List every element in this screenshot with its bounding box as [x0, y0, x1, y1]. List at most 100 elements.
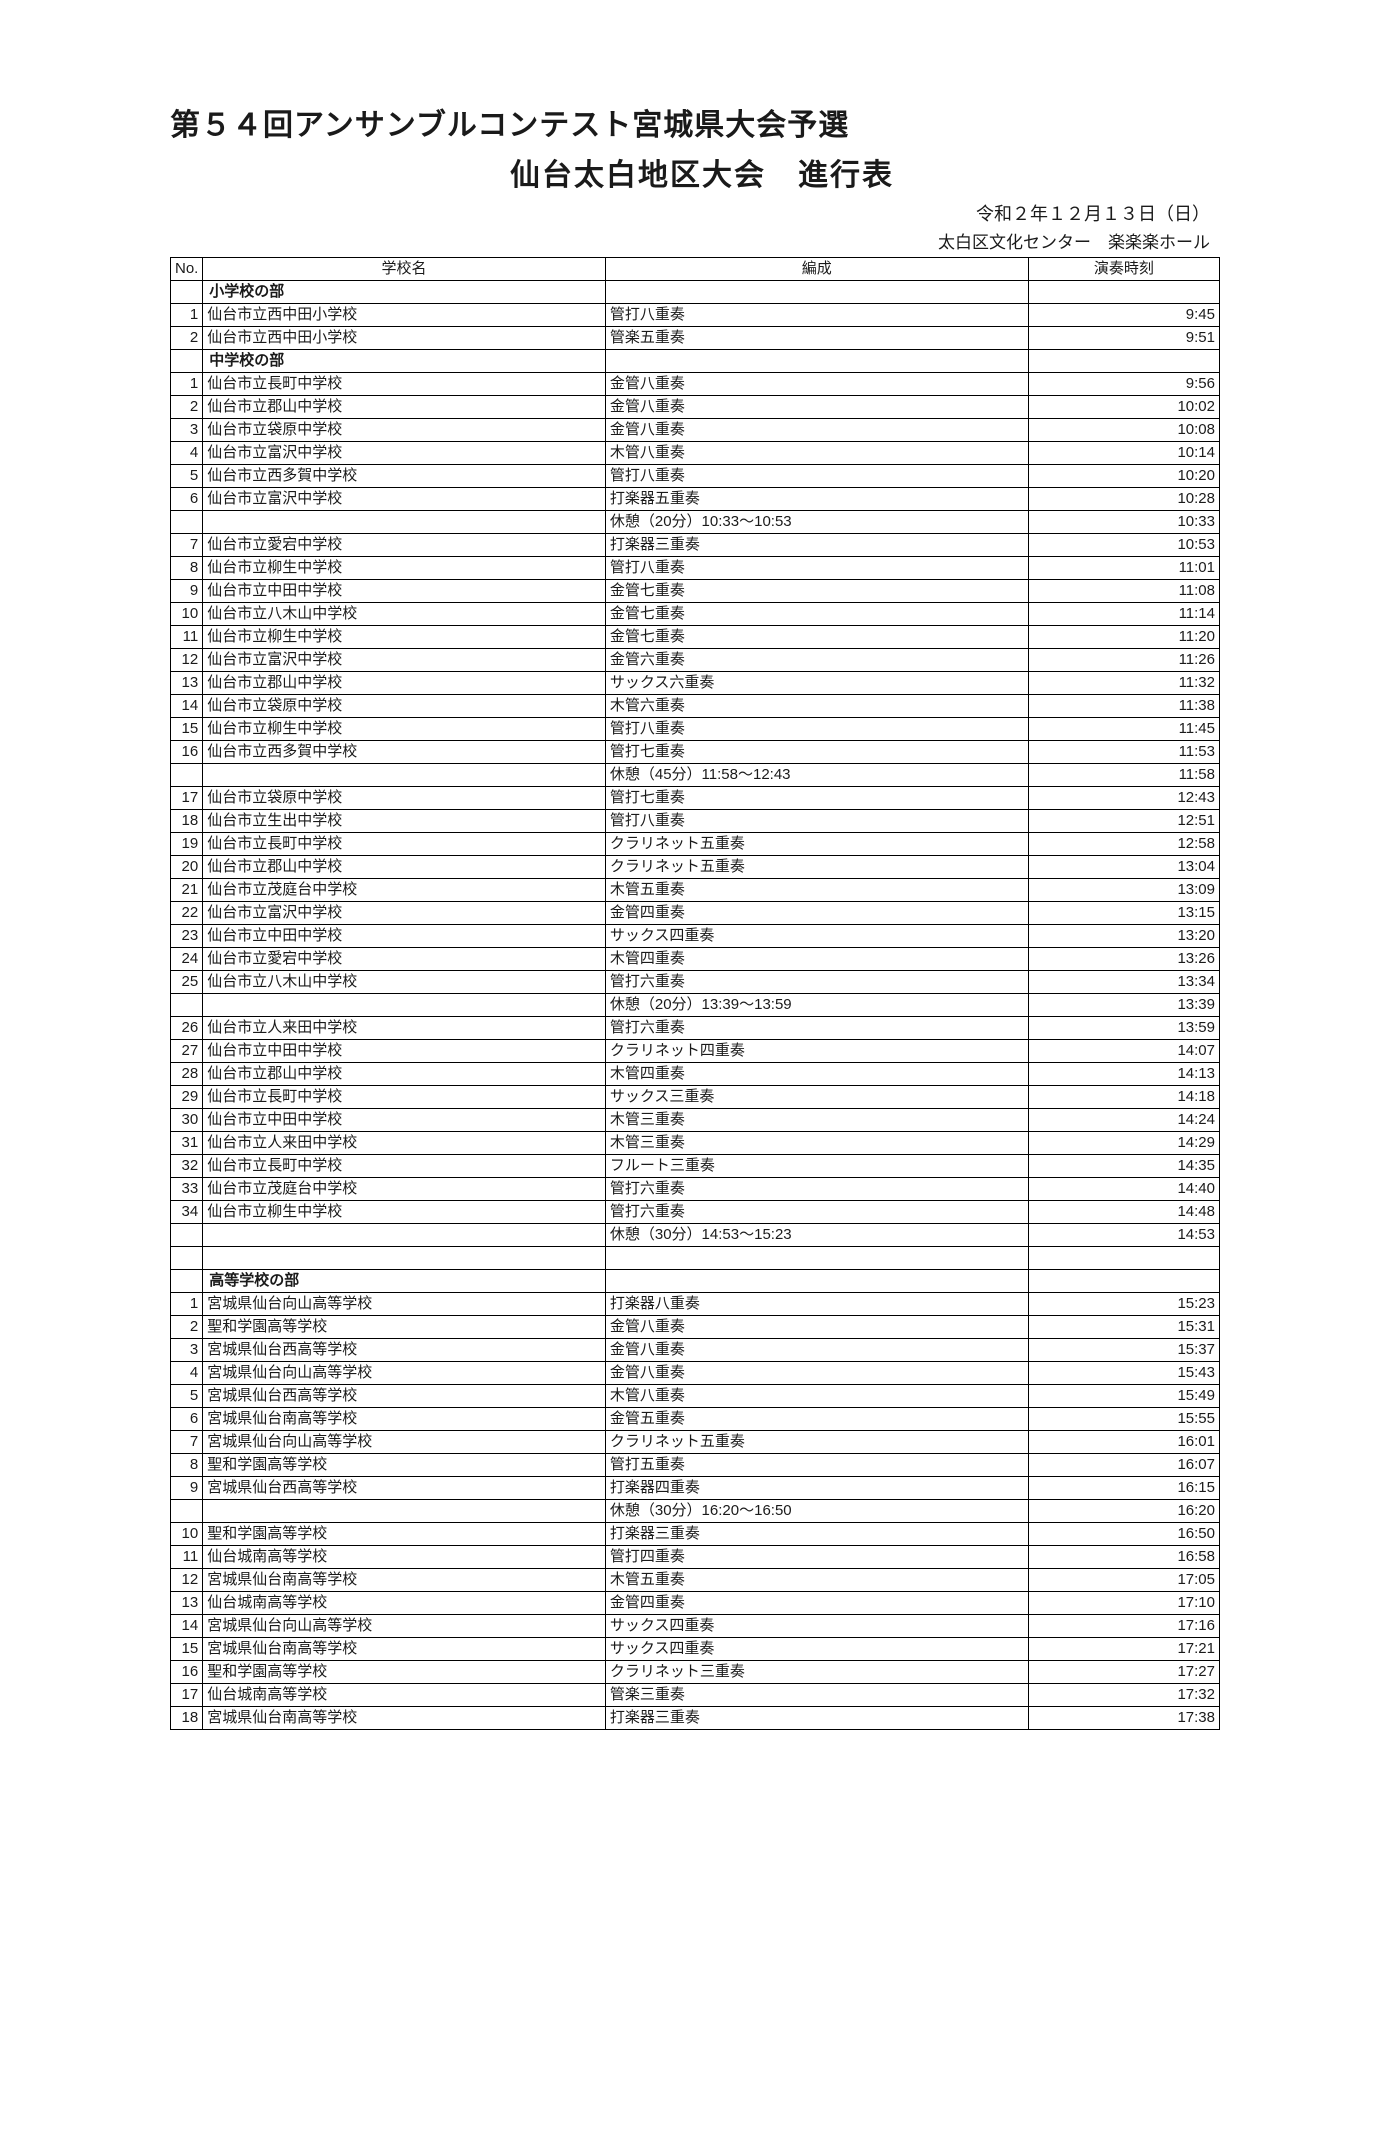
cell-time: 14:13	[1028, 1063, 1219, 1086]
cell-school: 仙台市立西中田小学校	[203, 304, 606, 327]
cell-time: 16:15	[1028, 1477, 1219, 1500]
cell-time: 15:31	[1028, 1316, 1219, 1339]
cell-formation: 金管八重奏	[605, 373, 1028, 396]
cell-formation: サックス六重奏	[605, 672, 1028, 695]
cell-formation: 木管三重奏	[605, 1132, 1028, 1155]
cell-formation: 金管八重奏	[605, 419, 1028, 442]
cell-formation: 金管七重奏	[605, 580, 1028, 603]
cell-no: 1	[171, 304, 203, 327]
cell-school: 仙台市立袋原中学校	[203, 419, 606, 442]
cell-school: 仙台市立富沢中学校	[203, 649, 606, 672]
cell-no: 33	[171, 1178, 203, 1201]
cell-formation: 管楽五重奏	[605, 327, 1028, 350]
cell-formation: 管打七重奏	[605, 741, 1028, 764]
header-formation: 編成	[605, 258, 1028, 281]
cell-school	[203, 994, 606, 1017]
table-row: 11仙台城南高等学校管打四重奏16:58	[171, 1546, 1220, 1569]
cell-no: 17	[171, 1684, 203, 1707]
cell-no: 14	[171, 695, 203, 718]
table-row: 6仙台市立富沢中学校打楽器五重奏10:28	[171, 488, 1220, 511]
table-row: 30仙台市立中田中学校木管三重奏14:24	[171, 1109, 1220, 1132]
cell-time: 16:20	[1028, 1500, 1219, 1523]
cell-no: 5	[171, 1385, 203, 1408]
cell-school: 仙台市立袋原中学校	[203, 787, 606, 810]
cell-school: 仙台城南高等学校	[203, 1592, 606, 1615]
cell-school: 宮城県仙台南高等学校	[203, 1408, 606, 1431]
table-row: 27仙台市立中田中学校クラリネット四重奏14:07	[171, 1040, 1220, 1063]
cell-school: 仙台市立長町中学校	[203, 1155, 606, 1178]
cell-formation: 金管八重奏	[605, 396, 1028, 419]
cell-no: 3	[171, 1339, 203, 1362]
cell-formation: 木管三重奏	[605, 1109, 1028, 1132]
cell-time: 13:39	[1028, 994, 1219, 1017]
cell-no: 7	[171, 1431, 203, 1454]
cell-time: 9:56	[1028, 373, 1219, 396]
cell-no: 16	[171, 741, 203, 764]
cell-time: 11:38	[1028, 695, 1219, 718]
cell-no: 34	[171, 1201, 203, 1224]
table-row: 5宮城県仙台西高等学校木管八重奏15:49	[171, 1385, 1220, 1408]
cell-school: 聖和学園高等学校	[203, 1661, 606, 1684]
cell-no: 1	[171, 1293, 203, 1316]
cell-no: 7	[171, 534, 203, 557]
section-row: 小学校の部	[171, 281, 1220, 304]
cell-break-label: 休憩（20分）13:39～13:59	[605, 994, 1028, 1017]
cell-school: 仙台城南高等学校	[203, 1684, 606, 1707]
cell-no: 9	[171, 1477, 203, 1500]
cell-no: 28	[171, 1063, 203, 1086]
table-row: 25仙台市立八木山中学校管打六重奏13:34	[171, 971, 1220, 994]
cell-school: 宮城県仙台向山高等学校	[203, 1293, 606, 1316]
table-row: 7宮城県仙台向山高等学校クラリネット五重奏16:01	[171, 1431, 1220, 1454]
cell-no: 17	[171, 787, 203, 810]
cell-time: 14:40	[1028, 1178, 1219, 1201]
cell-no: 6	[171, 1408, 203, 1431]
cell-no: 13	[171, 1592, 203, 1615]
table-row: 2仙台市立郡山中学校金管八重奏10:02	[171, 396, 1220, 419]
cell-formation: サックス三重奏	[605, 1086, 1028, 1109]
cell-school: 仙台市立茂庭台中学校	[203, 1178, 606, 1201]
cell-no: 8	[171, 1454, 203, 1477]
cell-formation: 木管六重奏	[605, 695, 1028, 718]
cell-time: 14:35	[1028, 1155, 1219, 1178]
table-row: 22仙台市立富沢中学校金管四重奏13:15	[171, 902, 1220, 925]
cell-no: 20	[171, 856, 203, 879]
table-row: 4仙台市立富沢中学校木管八重奏10:14	[171, 442, 1220, 465]
table-row: 19仙台市立長町中学校クラリネット五重奏12:58	[171, 833, 1220, 856]
cell-time: 13:59	[1028, 1017, 1219, 1040]
cell-no: 15	[171, 1638, 203, 1661]
section-label: 小学校の部	[203, 281, 606, 304]
cell-no: 31	[171, 1132, 203, 1155]
cell-school: 聖和学園高等学校	[203, 1523, 606, 1546]
cell-break-label: 休憩（30分）16:20～16:50	[605, 1500, 1028, 1523]
table-row: 13仙台市立郡山中学校サックス六重奏11:32	[171, 672, 1220, 695]
cell-no: 13	[171, 672, 203, 695]
cell-school: 仙台市立長町中学校	[203, 1086, 606, 1109]
cell-school: 仙台市立愛宕中学校	[203, 948, 606, 971]
table-row: 17仙台市立袋原中学校管打七重奏12:43	[171, 787, 1220, 810]
cell-no: 32	[171, 1155, 203, 1178]
cell-school: 仙台市立柳生中学校	[203, 626, 606, 649]
table-row: 10聖和学園高等学校打楽器三重奏16:50	[171, 1523, 1220, 1546]
cell-school	[203, 511, 606, 534]
cell-time: 14:53	[1028, 1224, 1219, 1247]
cell-break-label: 休憩（30分）14:53～15:23	[605, 1224, 1028, 1247]
cell-time: 12:43	[1028, 787, 1219, 810]
cell-formation: 打楽器四重奏	[605, 1477, 1028, 1500]
cell-time: 14:24	[1028, 1109, 1219, 1132]
cell-formation: 木管八重奏	[605, 1385, 1028, 1408]
header-time: 演奏時刻	[1028, 258, 1219, 281]
cell-no: 21	[171, 879, 203, 902]
table-row: 9宮城県仙台西高等学校打楽器四重奏16:15	[171, 1477, 1220, 1500]
table-row: 18仙台市立生出中学校管打八重奏12:51	[171, 810, 1220, 833]
cell-time: 17:32	[1028, 1684, 1219, 1707]
table-row: 3宮城県仙台西高等学校金管八重奏15:37	[171, 1339, 1220, 1362]
cell-school: 仙台市立茂庭台中学校	[203, 879, 606, 902]
table-row: 8仙台市立柳生中学校管打八重奏11:01	[171, 557, 1220, 580]
cell-no: 2	[171, 1316, 203, 1339]
cell-school: 仙台市立富沢中学校	[203, 442, 606, 465]
table-row: 29仙台市立長町中学校サックス三重奏14:18	[171, 1086, 1220, 1109]
cell-school: 宮城県仙台南高等学校	[203, 1569, 606, 1592]
cell-no	[171, 511, 203, 534]
cell-school: 宮城県仙台向山高等学校	[203, 1615, 606, 1638]
cell-formation: 管打四重奏	[605, 1546, 1028, 1569]
